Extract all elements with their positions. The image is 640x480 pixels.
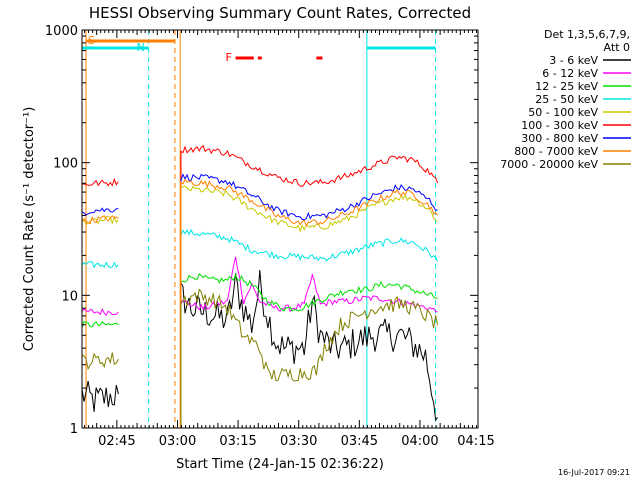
- x-tick-label-5: 04:00: [401, 434, 438, 449]
- legend-label-1: 6 - 12 keV: [542, 67, 598, 80]
- series-line-0-1: [180, 270, 438, 428]
- series-line-5-1: [180, 144, 439, 428]
- y-tick-label-1: 10: [61, 289, 78, 304]
- series-3: [82, 228, 439, 428]
- plot-frame: [81, 29, 479, 429]
- footer-date: 16-Jul-2017 09:21: [558, 468, 630, 477]
- series-2: [82, 272, 438, 428]
- legend-label-0: 3 - 6 keV: [549, 54, 598, 67]
- series-line-7-0: [82, 214, 119, 225]
- x-tick-label-1: 03:00: [159, 434, 196, 449]
- legend-label-6: 300 - 800 keV: [521, 132, 598, 145]
- x-tick-label-4: 03:45: [341, 434, 378, 449]
- series-line-3-0: [82, 261, 119, 269]
- series-line-2-0: [82, 320, 119, 328]
- series-line-0-0: [82, 381, 119, 412]
- flag-f: F: [226, 51, 323, 64]
- legend-label-3: 25 - 50 keV: [535, 93, 598, 106]
- x-axis-label: Start Time (24-Jan-15 02:36:22): [176, 457, 384, 472]
- flag-n-label: N: [137, 41, 145, 54]
- legend-label-5: 100 - 300 keV: [521, 119, 598, 132]
- y-tick-label-0: 1: [70, 422, 78, 437]
- legend-header-line-2: Att 0: [604, 41, 630, 54]
- series-8: [82, 288, 439, 428]
- series-line-7-1: [180, 178, 439, 428]
- x-tick-label-2: 03:15: [219, 434, 256, 449]
- flag-s-label: S: [88, 34, 95, 47]
- y-tick-label-2: 100: [53, 157, 78, 172]
- series-line-6-1: [180, 173, 438, 428]
- series-line-4-1: [180, 185, 438, 428]
- series-line-3-1: [180, 228, 439, 428]
- series-line-1-0: [82, 308, 119, 317]
- legend-label-7: 800 - 7000 keV: [514, 145, 598, 158]
- chart-title: HESSI Observing Summary Count Rates, Cor…: [89, 4, 471, 22]
- series-line-8-1: [180, 288, 439, 428]
- legend-label-2: 12 - 25 keV: [535, 80, 598, 93]
- series-7: [82, 178, 439, 428]
- legend-label-4: 50 - 100 keV: [528, 106, 598, 119]
- series-line-8-0: [82, 352, 119, 371]
- x-tick-label-3: 03:30: [280, 434, 317, 449]
- flag-f-label: F: [226, 51, 232, 64]
- x-tick-label-0: 02:45: [98, 434, 135, 449]
- legend-label-8: 7000 - 20000 keV: [500, 158, 598, 171]
- legend-header-line-1: Det 1,3,5,6,7,9,: [544, 28, 630, 41]
- series-line-5-0: [82, 177, 119, 187]
- y-tick-label-3: 1000: [45, 24, 78, 39]
- flag-s: S: [86, 34, 175, 47]
- series-0: [82, 270, 438, 428]
- series-5: [82, 144, 439, 428]
- x-tick-label-6: 04:15: [457, 434, 494, 449]
- series-6: [82, 173, 438, 428]
- y-axis-label: Corrected Count Rate (s⁻¹ detector⁻¹): [22, 107, 37, 352]
- flag-n: N: [82, 41, 436, 54]
- series-line-6-0: [82, 207, 119, 216]
- series-line-2-1: [180, 272, 438, 428]
